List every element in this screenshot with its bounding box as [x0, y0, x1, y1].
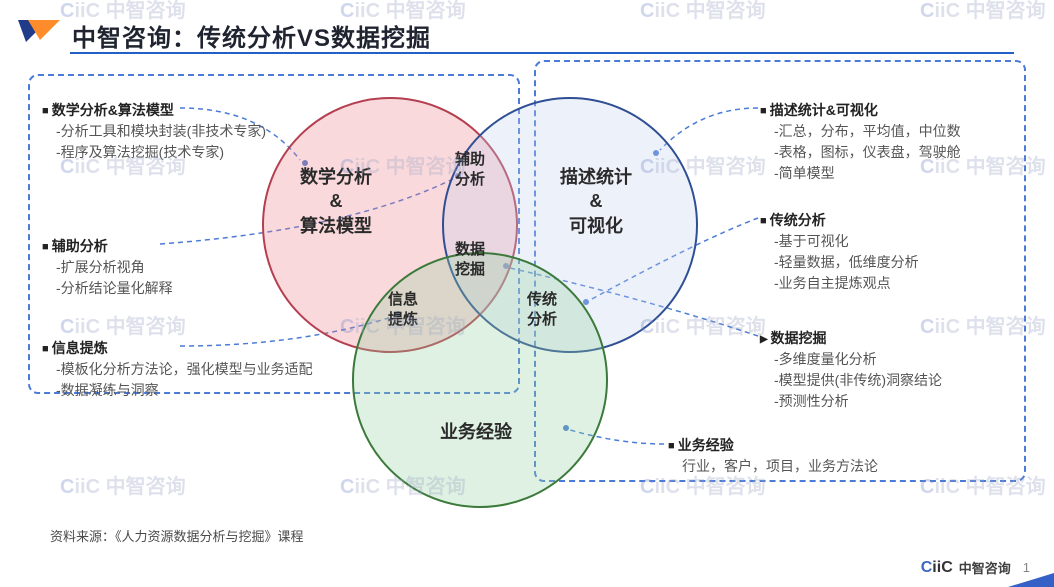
note-line: -汇总，分布，平均值，中位数 — [760, 121, 1010, 142]
logo-cn: 中智咨询 — [959, 558, 1011, 577]
note-aux-analysis: 辅助分析 -扩展分析视角 -分析结论量化解释 — [42, 236, 292, 299]
corner-accent — [1008, 573, 1054, 587]
note-line: -业务自主提炼观点 — [760, 273, 1010, 294]
logo-c: C — [921, 559, 933, 576]
note-line: -多维度量化分析 — [760, 349, 1010, 370]
note-line: -程序及算法挖掘(技术专家) — [42, 142, 292, 163]
note-trad-analysis: 传统分析 -基于可视化 -轻量数据，低维度分析 -业务自主提炼观点 — [760, 210, 1010, 294]
page-title: 中智咨询：传统分析VS数据挖掘 — [72, 18, 1014, 53]
note-line: -模型提供(非传统)洞察结论 — [760, 370, 1010, 391]
note-line: -基于可视化 — [760, 231, 1010, 252]
venn-label-desc-stats: 描述统计 & 可视化 — [560, 165, 632, 238]
note-line: -分析结论量化解释 — [42, 278, 292, 299]
note-heading: 数学分析&算法模型 — [42, 100, 292, 121]
overlap-trad-analysis: 传统 分析 — [527, 290, 557, 329]
note-line: -轻量数据，低维度分析 — [760, 252, 1010, 273]
note-line: -扩展分析视角 — [42, 257, 292, 278]
watermark: CiiC 中智咨询 — [60, 470, 186, 499]
overlap-aux-analysis: 辅助 分析 — [455, 150, 485, 189]
note-line: -简单模型 — [760, 163, 1010, 184]
overlap-data-mining: 数据 挖掘 — [455, 240, 485, 279]
venn-label-biz-exp: 业务经验 — [440, 420, 512, 444]
source-citation: 资料来源：《人力资源数据分析与挖掘》课程 — [50, 526, 304, 545]
logo-iic: iiC — [932, 559, 952, 576]
note-biz-exp: 业务经验 行业，客户，项目，业务方法论 — [668, 435, 1008, 477]
note-line: -分析工具和模块封装(非技术专家) — [42, 121, 292, 142]
note-line: 行业，客户，项目，业务方法论 — [668, 456, 1008, 477]
note-math-model: 数学分析&算法模型 -分析工具和模块封装(非技术专家) -程序及算法挖掘(技术专… — [42, 100, 292, 163]
note-heading: 业务经验 — [668, 435, 1008, 456]
note-desc-stats: 描述统计&可视化 -汇总，分布，平均值，中位数 -表格，图标，仪表盘，驾驶舱 -… — [760, 100, 1010, 184]
note-heading: 描述统计&可视化 — [760, 100, 1010, 121]
note-heading: 数据挖掘 — [760, 328, 1010, 349]
overlap-info-refine: 信息 提炼 — [388, 290, 418, 329]
note-data-mining: 数据挖掘 -多维度量化分析 -模型提供(非传统)洞察结论 -预测性分析 — [760, 328, 1010, 412]
note-line: -表格，图标，仪表盘，驾驶舱 — [760, 142, 1010, 163]
venn-label-math-model: 数学分析 & 算法模型 — [300, 165, 372, 238]
corner-logo-mark — [18, 20, 66, 46]
note-heading: 辅助分析 — [42, 236, 292, 257]
page-header: 中智咨询：传统分析VS数据挖掘 — [72, 18, 1014, 53]
note-heading: 信息提炼 — [42, 338, 382, 359]
note-line: -预测性分析 — [760, 391, 1010, 412]
note-line: -模板化分析方法论，强化模型与业务适配 — [42, 359, 382, 380]
title-underline — [70, 52, 1014, 54]
note-line: -数据凝练与洞察 — [42, 380, 382, 401]
note-heading: 传统分析 — [760, 210, 1010, 231]
note-info-refine: 信息提炼 -模板化分析方法论，强化模型与业务适配 -数据凝练与洞察 — [42, 338, 382, 401]
